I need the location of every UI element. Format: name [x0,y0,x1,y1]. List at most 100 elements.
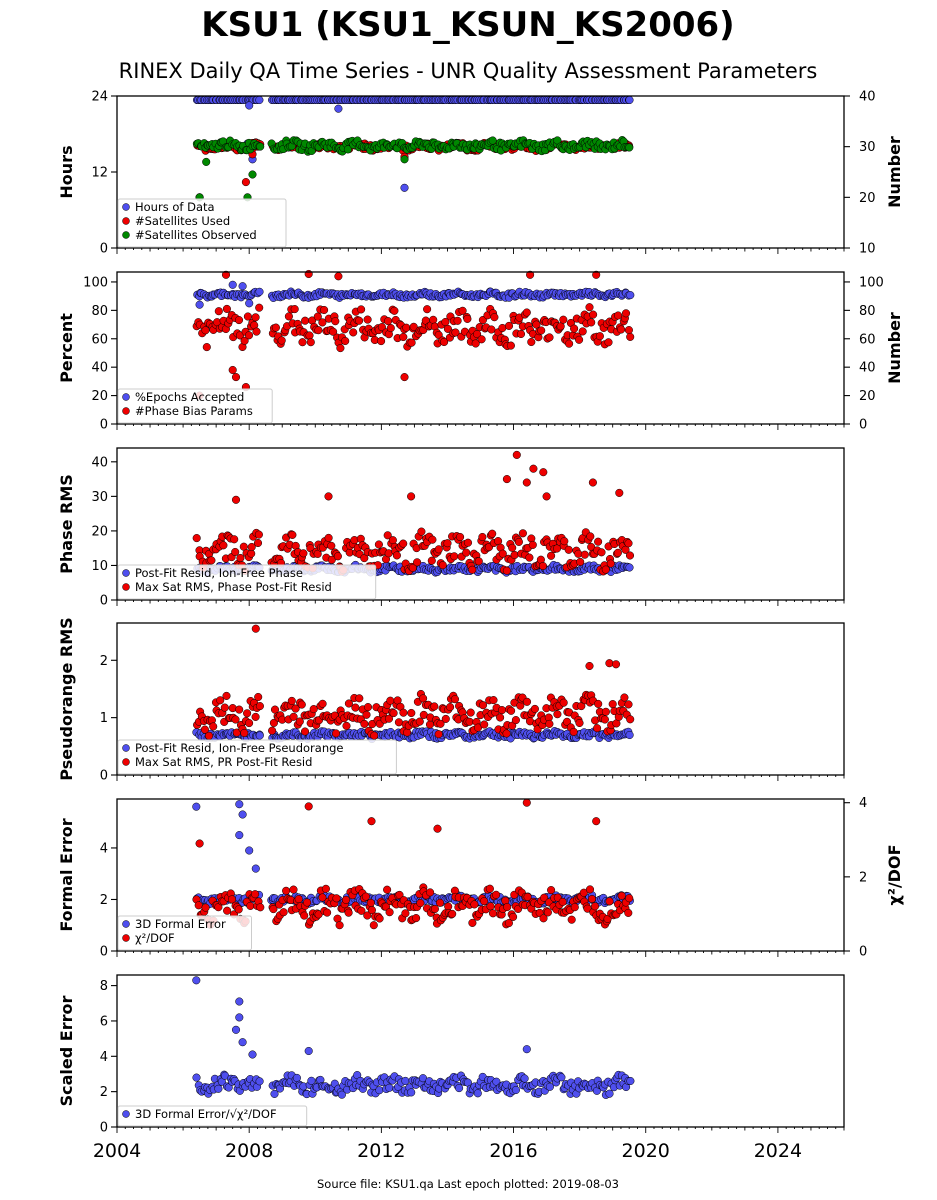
y-axis-label-right: Number [885,136,904,208]
data-point [327,541,336,550]
data-point [547,551,556,560]
data-point [600,715,609,724]
data-point [251,712,260,721]
data-point [587,894,597,904]
data-point [204,731,214,740]
y-tick-label: 0 [100,945,108,960]
data-point [236,553,245,563]
y-axis-left: 0 10 20 30 40 [91,455,117,609]
data-point [223,906,232,915]
y-axis-label: Hours [57,145,76,198]
data-point [320,305,329,315]
legend-marker [122,217,130,225]
legend-label: Max Sat RMS, Phase Post-Fit Resid [135,580,332,594]
data-point [254,530,263,539]
x-tick-label: 2008 [225,1140,273,1162]
data-point [511,1085,520,1095]
data-point [487,325,496,334]
data-point [412,914,421,923]
data-point [235,705,244,714]
y-tick-label: 4 [100,841,108,856]
y-tick-label-right: 100 [859,275,884,290]
data-point [625,95,634,105]
x-tick-label: 2024 [754,1140,802,1162]
x-axis [116,775,845,781]
series-2 [192,798,634,930]
data-points [192,450,635,577]
data-point [537,326,546,335]
y-tick-label: 20 [91,524,108,539]
legend-marker [122,920,130,928]
y-tick-label: 24 [91,90,108,105]
y-tick-label: 20 [91,389,108,404]
data-point [453,316,462,325]
data-point [202,343,211,352]
data-point [478,701,488,710]
data-point-outlier [611,660,621,669]
footer-source: Source file: KSU1.qa Last epoch plotted:… [317,1177,619,1191]
data-point [613,548,622,557]
legend-label: χ²/DOF [135,931,175,945]
data-point [324,533,333,542]
data-point [209,722,218,731]
data-point [290,305,299,314]
data-point-outlier [231,495,241,504]
data-point [559,315,568,324]
data-point [585,303,594,312]
data-point [279,908,288,917]
data-point [614,311,623,320]
data-point [299,549,308,558]
legend-label: #Phase Bias Params [135,404,253,418]
y-axis-label: Pseudorange RMS [57,617,76,780]
data-point [220,703,229,712]
data-point-outlier [334,272,343,281]
data-point [403,728,412,737]
data-point [284,312,293,321]
data-point-outlier [202,157,211,166]
legend-label: 3D Formal Error [135,917,226,931]
x-axis [116,600,845,606]
series-2 [192,269,635,400]
data-point [399,539,408,548]
data-point [255,1077,264,1086]
data-point [430,702,439,711]
data-point [605,897,614,906]
data-point-outlier [400,155,409,164]
data-point [485,884,494,893]
data-points [192,976,635,1099]
data-point [313,312,322,321]
data-point [510,550,519,560]
data-point [349,328,358,337]
data-point [313,549,322,558]
legend-box [117,198,287,248]
data-point [576,557,585,566]
data-point [443,539,452,548]
data-point-outlier [304,269,313,279]
y-tick-label-right: 30 [859,140,876,155]
data-point [388,536,397,545]
data-point [297,700,306,709]
data-point [351,703,360,712]
data-point [231,547,240,557]
data-point [407,338,416,347]
data-point [333,552,342,561]
data-point [192,534,201,543]
data-point [277,336,286,345]
y-tick-label: 4 [100,1050,108,1065]
data-point [564,545,573,554]
data-point [253,538,263,548]
data-point [252,327,261,336]
data-point [624,326,633,335]
data-point-outlier [522,798,531,807]
data-point [463,538,473,547]
data-point [504,321,514,330]
data-point-outlier [522,478,531,487]
data-point-outlier [512,450,521,459]
y-tick-label-right: 0 [859,418,867,433]
data-point [589,310,598,319]
data-point [516,329,526,339]
data-point [361,892,370,901]
series-1 [192,976,635,1099]
